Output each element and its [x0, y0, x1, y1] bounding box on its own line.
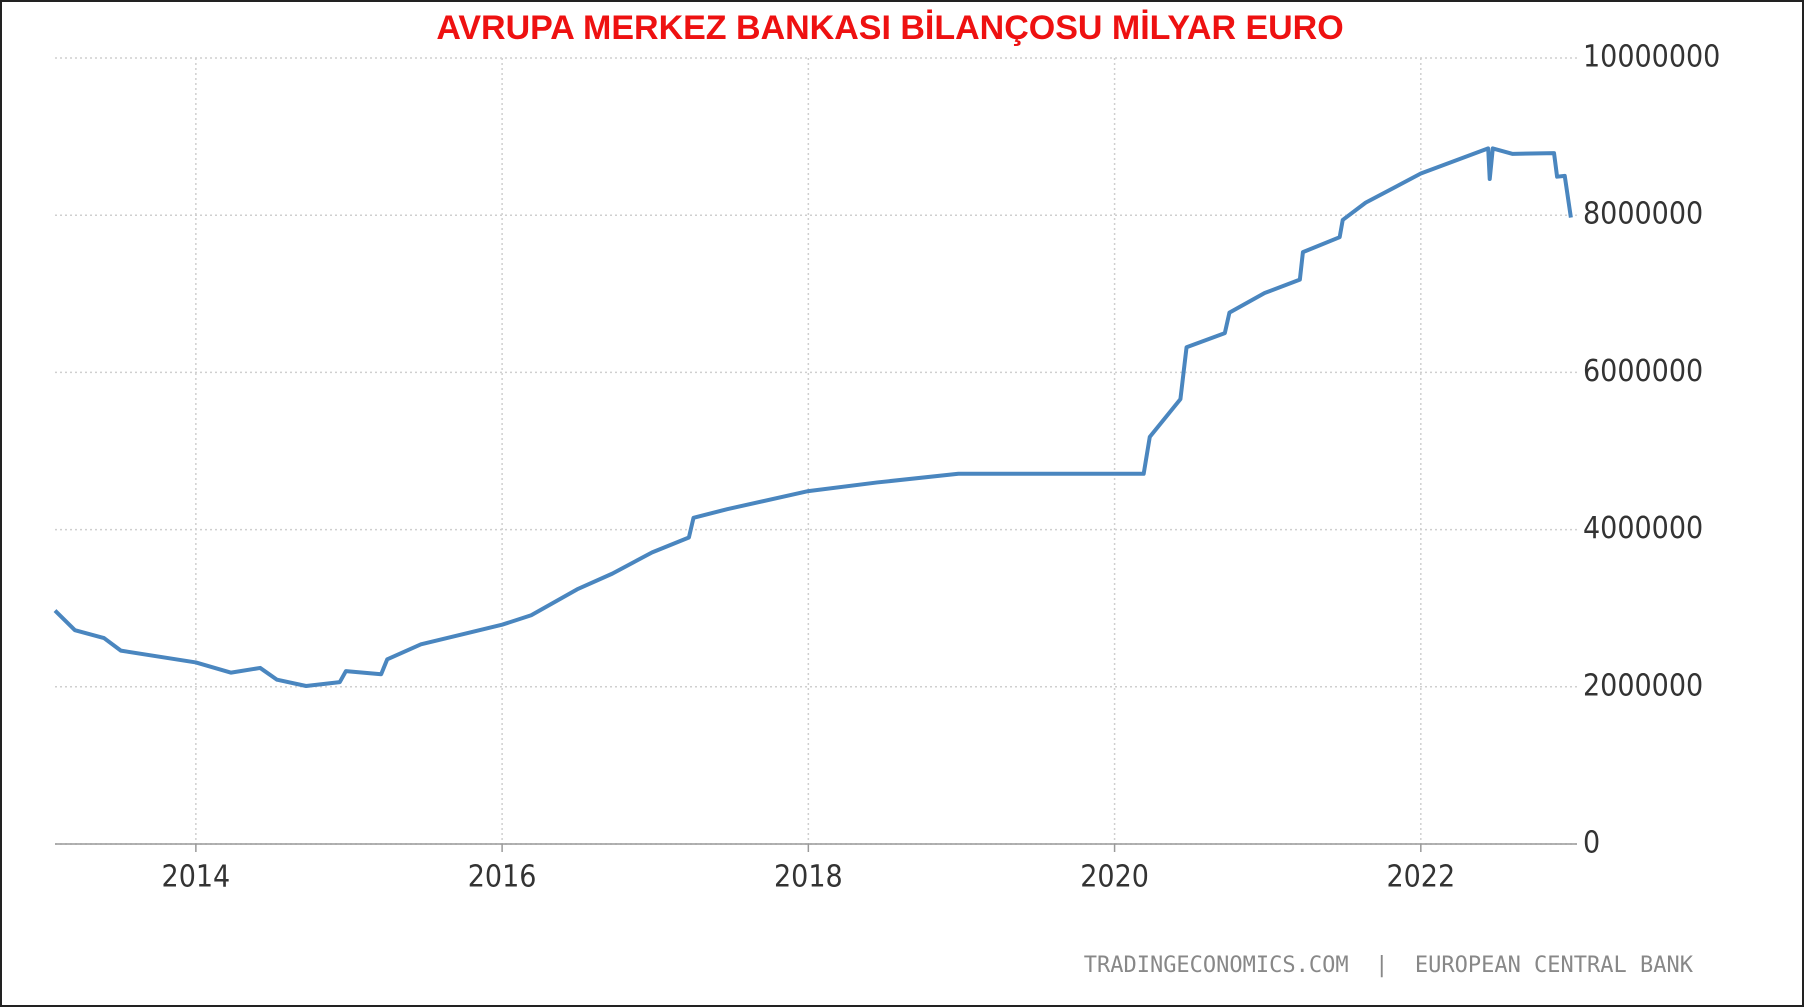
- x-tick-label: 2018: [774, 860, 843, 895]
- y-tick-label: 0: [1583, 826, 1600, 861]
- y-tick-label: 2000000: [1583, 668, 1703, 703]
- x-tick-label: 2016: [468, 860, 537, 895]
- chart-title: AVRUPA MERKEZ BANKASI BİLANÇOSU MİLYAR E…: [436, 9, 1343, 47]
- y-tick-label: 4000000: [1583, 511, 1703, 546]
- x-tick-label: 2022: [1386, 860, 1455, 895]
- x-tick-label: 2020: [1080, 860, 1149, 895]
- y-tick-label: 8000000: [1583, 197, 1703, 232]
- x-tick-label: 2014: [162, 860, 231, 895]
- y-tick-label: 6000000: [1583, 354, 1703, 389]
- y-tick-label: 10000000: [1583, 40, 1720, 75]
- data-line: [53, 146, 1573, 689]
- source: TRADINGECONOMICS.COM | EUROPEAN CENTRAL …: [1084, 953, 1694, 978]
